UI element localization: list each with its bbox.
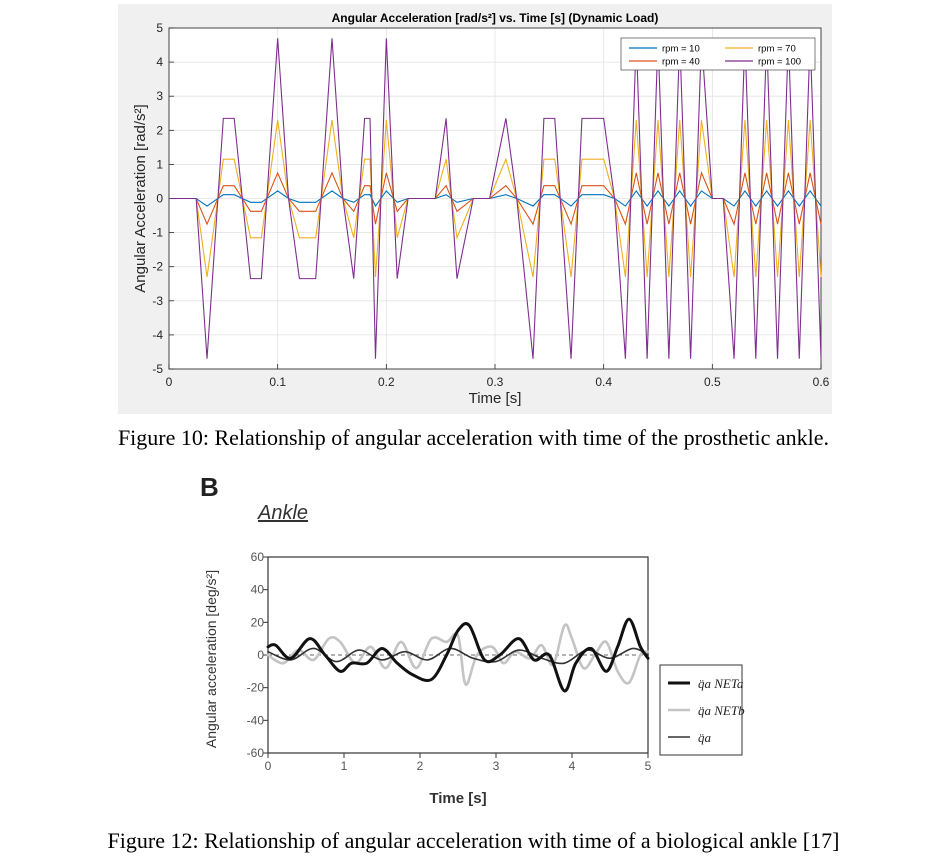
y-tick-label-b: -60 <box>247 746 265 760</box>
x-tick-label: 0.3 <box>487 375 504 389</box>
legend-label-b-1: q̈a NETb <box>698 703 745 718</box>
x-tick-label-b: 2 <box>417 759 424 773</box>
series-curve-0 <box>266 617 650 693</box>
x-axis-label: Time [s] <box>469 390 522 407</box>
legend-box-b <box>659 664 743 756</box>
legend-label-1: rpm = 40 <box>662 57 700 68</box>
y-tick-label: 3 <box>156 89 163 103</box>
y-tick-label-b: 60 <box>251 550 265 564</box>
plot-frame-b <box>267 556 649 754</box>
y-tick-label: -3 <box>152 294 163 308</box>
ankle-subtitle: Ankle <box>258 502 309 524</box>
x-tick-label-b: 1 <box>341 759 348 773</box>
y-tick-label-b: 0 <box>257 648 264 662</box>
x-tick-label: 0.2 <box>378 375 395 389</box>
series-curve-1 <box>266 623 650 686</box>
series-curve-2 <box>267 647 649 665</box>
y-tick-label-b: -40 <box>247 713 265 727</box>
x-tick-label-b: 4 <box>569 759 576 773</box>
series-line-2 <box>169 119 822 278</box>
legend-label-3: rpm = 100 <box>758 57 801 68</box>
y-tick-label-b: 40 <box>251 583 265 597</box>
fig10-plot-panel: 0 0.1 0.2 0.3 0.4 0.5 0.6 -5 -4 -3 -2 -1 0 1 2 3 4 5 Angul… <box>118 4 832 414</box>
y-tick-label: 4 <box>156 55 163 69</box>
legend-label-0: rpm = 10 <box>662 44 700 55</box>
x-tick-label: 0 <box>166 375 173 389</box>
y-tick-label: 1 <box>156 157 163 171</box>
y-tick-label: 5 <box>156 21 163 35</box>
x-tick-label: 0.6 <box>813 375 830 389</box>
y-tick-label: 2 <box>156 123 163 137</box>
series-line-0 <box>169 190 822 208</box>
x-tick-label-b: 5 <box>645 759 652 773</box>
y-tick-label: -5 <box>152 362 163 376</box>
x-tick-label: 0.4 <box>595 375 612 389</box>
panel-b-label: B <box>200 472 219 502</box>
y-tick-label: -1 <box>152 226 163 240</box>
legend-label-b-2: q̈a <box>698 730 712 745</box>
legend-box <box>620 37 816 71</box>
x-tick-label-b: 3 <box>493 759 500 773</box>
fig10-line-chart: 0 0.1 0.2 0.3 0.4 0.5 0.6 -5 -4 -3 -2 -1 0 1 2 3 4 5 Angul… <box>132 11 830 407</box>
fig12-caption: Figure 12: Relationship of angular accel… <box>107 828 840 853</box>
series-line-1 <box>169 171 822 226</box>
chart-title: Angular Acceleration [rad/s²] vs. Time [… <box>332 11 659 25</box>
y-axis-label-b: Angular acceleration [deg/s²] <box>203 570 219 748</box>
y-tick-label-b: 20 <box>251 615 265 629</box>
y-tick-label: -4 <box>152 328 163 342</box>
x-tick-label: 0.1 <box>269 375 286 389</box>
legend-label-2: rpm = 70 <box>758 44 796 55</box>
x-axis-label-b: Time [s] <box>429 790 486 807</box>
series-line-3 <box>169 38 822 359</box>
x-tick-label-b: 0 <box>265 759 272 773</box>
y-tick-label: 0 <box>156 192 163 206</box>
y-axis-label: Angular Acceleration [rad/s²] <box>132 104 149 292</box>
legend-label-b-0: q̈a NETa <box>698 676 744 691</box>
y-tick-label: -2 <box>152 260 163 274</box>
fig10-caption: Figure 10: Relationship of angular accel… <box>117 425 830 450</box>
x-tick-label: 0.5 <box>704 375 721 389</box>
y-tick-label-b: -20 <box>247 681 265 695</box>
